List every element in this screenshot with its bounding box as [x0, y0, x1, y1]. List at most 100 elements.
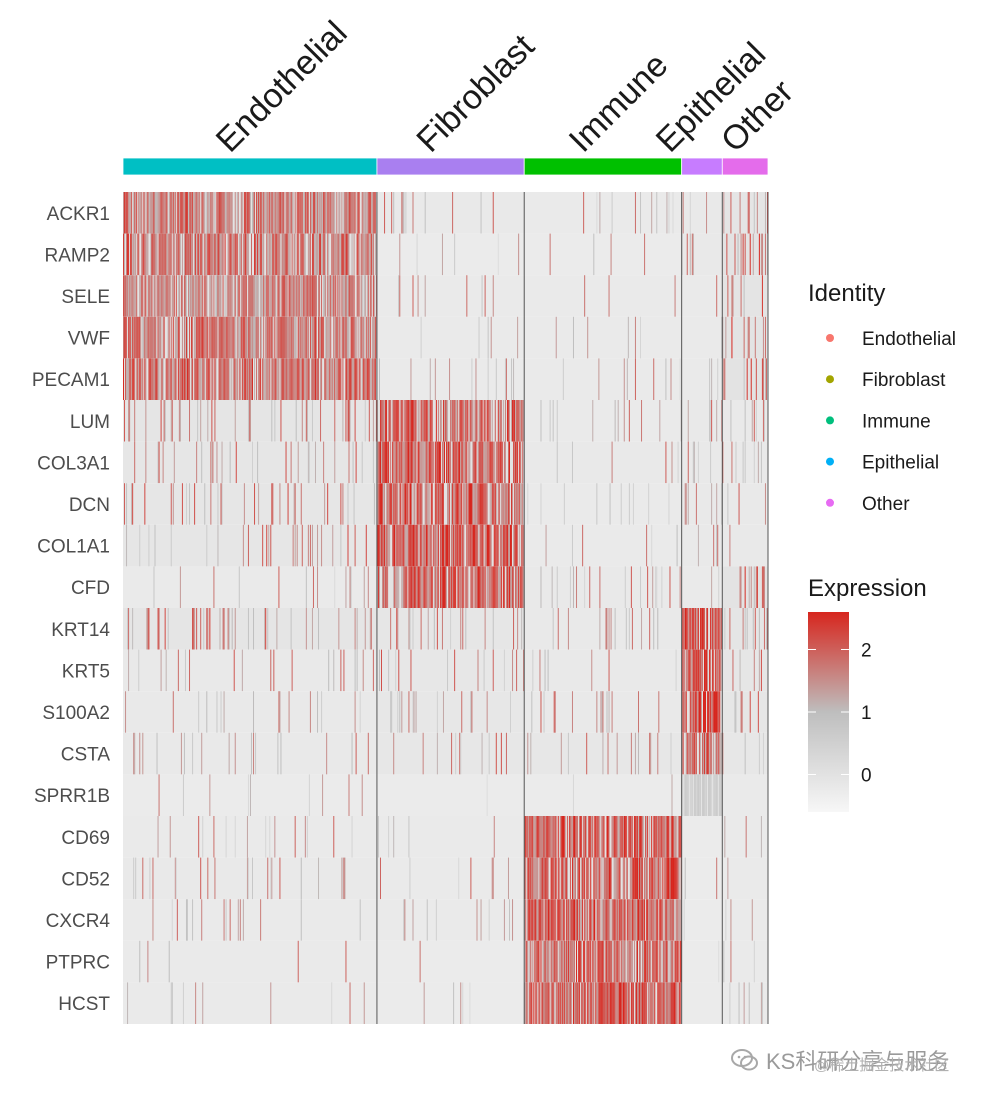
heat-block-sprr1b-immune	[524, 774, 682, 816]
heat-cells-sprr1b-epithelial	[681, 774, 719, 816]
heat-cells-ackr1-endothelial	[292, 192, 324, 234]
chat-bubble-icon	[731, 1049, 758, 1071]
heat-cells-pecam1-endothelial	[142, 358, 169, 400]
heat-cells-pecam1-endothelial	[152, 358, 264, 400]
heat-cells-cd69-immune	[531, 816, 670, 858]
heat-cells-ackr1-endothelial	[283, 192, 354, 234]
heat-block-sele-epithelial	[681, 275, 723, 317]
heat-cells-cd52-immune	[603, 857, 616, 900]
heat-cells-ackr1-fibroblast	[384, 192, 494, 234]
gene-label-s100a2: S100A2	[42, 703, 110, 724]
heat-cells-ackr1-endothelial	[156, 192, 208, 234]
heat-block-col3a1-epithelial	[681, 441, 723, 484]
heat-cells-ptprc-immune	[552, 940, 642, 983]
heat-cells-vwf-endothelial	[243, 316, 347, 359]
heat-cells-col1a1-fibroblast	[449, 524, 496, 567]
identity-key-immune	[826, 416, 834, 425]
heat-cells-ramp2-endothelial	[243, 233, 374, 276]
heat-cells-vwf-endothelial	[172, 316, 344, 359]
heat-cells-krt14-endothelial	[253, 608, 320, 650]
heat-block-cxcr4-endothelial	[123, 899, 377, 941]
heat-cells-lum-fibroblast	[451, 400, 473, 442]
heat-block-ackr1-immune	[524, 192, 682, 234]
heat-cells-ramp2-endothelial	[142, 233, 224, 276]
heat-cells-col1a1-fibroblast	[379, 524, 463, 567]
gene-label-cxcr4: CXCR4	[46, 911, 111, 932]
heat-block-dcn-other	[722, 483, 768, 525]
heat-cells-pecam1-endothelial	[233, 358, 292, 400]
heat-cells-ptprc-immune	[535, 940, 605, 983]
heat-cells-col3a1-fibroblast	[426, 441, 522, 484]
heat-cells-cxcr4-immune	[622, 899, 631, 941]
heat-cells-col3a1-fibroblast	[384, 441, 467, 484]
heat-cells-ramp2-endothelial	[227, 233, 364, 276]
heat-cells-lum-fibroblast	[417, 400, 500, 442]
heat-cells-ackr1-endothelial	[140, 192, 185, 234]
heat-cells-cd69-immune	[637, 816, 648, 858]
heat-cells-ackr1-endothelial	[220, 192, 359, 234]
heat-cells-ramp2-endothelial	[147, 233, 338, 276]
heat-block-krt5-fibroblast	[376, 649, 525, 692]
heat-cells-csta-epithelial	[698, 732, 708, 775]
heat-cells-ramp2-endothelial	[266, 233, 280, 276]
heat-cells-hcst-immune	[543, 982, 666, 1024]
heat-cells-sele-endothelial	[180, 275, 295, 317]
heat-cells-lum-fibroblast	[400, 400, 465, 442]
heat-cells-pecam1-endothelial	[136, 358, 312, 400]
heat-cells-vwf-endothelial	[159, 316, 288, 359]
heat-cells-sele-endothelial	[262, 275, 349, 317]
heat-cells-cxcr4-immune	[565, 899, 579, 941]
heat-cells-cfd-immune	[569, 566, 626, 608]
heat-cells-cxcr4-immune	[532, 899, 564, 941]
heat-cells-cxcr4-endothelial	[192, 899, 361, 941]
heat-cells-ackr1-endothelial	[203, 192, 287, 234]
heat-cells-ptprc-immune	[550, 940, 651, 983]
heat-block-dcn-endothelial	[123, 483, 377, 525]
heat-cells-ramp2-endothelial	[131, 233, 345, 276]
heat-block-ackr1-other	[722, 192, 768, 234]
expr-tick-label-0: 0	[861, 766, 872, 787]
heat-row-s100a2	[123, 691, 768, 733]
heat-cells-vwf-endothelial	[199, 316, 204, 359]
heat-cells-col3a1-fibroblast	[424, 441, 471, 484]
heat-cells-ackr1-endothelial	[204, 192, 328, 234]
identity-label-other: Other	[862, 494, 910, 515]
heat-cells-vwf-endothelial	[253, 316, 350, 359]
heat-cells-vwf-endothelial	[272, 316, 317, 359]
heat-cells-pecam1-endothelial	[234, 358, 313, 400]
gene-label-cfd: CFD	[71, 578, 110, 599]
heat-cells-vwf-endothelial	[185, 316, 316, 359]
heat-cells-lum-fibroblast	[454, 400, 485, 442]
heat-cells-hcst-immune	[539, 982, 654, 1024]
group-label-fibroblast: Fibroblast	[409, 27, 542, 160]
identity-label-epithelial: Epithelial	[862, 453, 939, 474]
heat-cells-col3a1-endothelial	[157, 441, 374, 484]
heat-cells-cxcr4-immune	[571, 899, 621, 941]
heat-cells-ackr1-endothelial	[249, 192, 317, 234]
heat-cells-hcst-immune	[644, 982, 668, 1024]
heat-cells-sele-endothelial	[191, 275, 330, 317]
heat-cells-pecam1-endothelial	[169, 358, 291, 400]
heat-cells-col1a1-fibroblast	[382, 524, 431, 567]
heat-cells-cd69-immune	[525, 816, 682, 858]
heat-cells-krt5-epithelial	[687, 649, 696, 692]
heat-cells-col3a1-fibroblast	[454, 441, 476, 484]
heat-cells-cxcr4-immune	[553, 899, 641, 941]
heat-cells-col3a1-fibroblast	[381, 441, 487, 484]
heat-cells-cd69-immune	[551, 816, 604, 858]
heat-cells-lum-fibroblast	[422, 400, 471, 442]
heat-cells-vwf-endothelial	[215, 316, 246, 359]
heat-cells-vwf-endothelial	[131, 316, 327, 359]
heat-cells-ptprc-immune	[530, 940, 656, 983]
heat-cells-sele-endothelial	[299, 275, 340, 317]
heat-block-cxcr4-other	[722, 899, 768, 941]
heat-cells-cxcr4-immune	[627, 899, 642, 941]
gene-label-csta: CSTA	[61, 745, 111, 766]
heat-block-vwf-immune	[524, 316, 682, 359]
heat-block-pecam1-other	[722, 358, 768, 400]
heat-block-ptprc-epithelial	[681, 940, 723, 983]
heat-cells-ramp2-endothelial	[126, 233, 301, 276]
group-separators	[376, 192, 769, 1024]
heat-row-vwf	[123, 316, 768, 359]
heat-block-krt5-epithelial	[681, 649, 723, 692]
